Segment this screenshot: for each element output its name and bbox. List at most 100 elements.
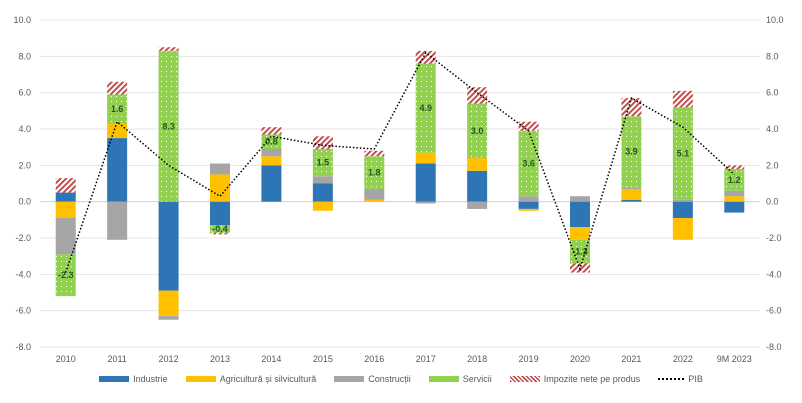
bar-impozite-nete-pe-produs <box>467 87 488 104</box>
legend-item: Agricultură și silvicultură <box>185 374 316 384</box>
bar-impozite-nete-pe-produs <box>724 165 745 169</box>
x-tick-label: 9M 2023 <box>717 354 752 364</box>
legend-swatch <box>185 376 216 382</box>
legend: Industrie Agricultură și silvicultură Cons… <box>0 374 802 384</box>
legend-swatch <box>509 376 540 382</box>
y-axis-right: 10.0 8.0 6.0 4.0 2.0 0.0 -2.0 -4.0 -6.0 -8.0 <box>766 15 784 352</box>
data-label-servicii: 1.8 <box>368 168 381 178</box>
bar-agricultura-si-silvicultura <box>210 174 230 202</box>
x-axis: 2010 2011 2012 2013 2014 2015 2016 2017 2018 2019… <box>56 354 752 364</box>
x-tick-label: 2022 <box>673 354 693 364</box>
y-tick-label-right: -6.0 <box>766 306 782 316</box>
bar-servicii <box>518 130 539 197</box>
y-tick-label-left: 10.0 <box>13 15 31 25</box>
bar-constructii <box>261 148 282 157</box>
bar-agricultura-si-silvicultura <box>621 188 642 200</box>
x-tick-label: 2015 <box>313 354 333 364</box>
legend-label: Servicii <box>462 374 492 384</box>
y-axis-left: 10.0 8.0 6.0 4.0 2.0 0.0 -2.0 -4.0 -6.0 -8.0 <box>13 15 31 352</box>
bar-agricultura-si-silvicultura <box>672 218 693 240</box>
bar-constructii <box>518 196 539 202</box>
bar-constructii <box>672 199 693 202</box>
legend-swatch <box>99 376 130 382</box>
bar-constructii <box>621 187 642 189</box>
y-tick-label-right: -8.0 <box>766 342 782 352</box>
bar-impozite-nete-pe-produs <box>158 47 179 51</box>
bar-agricultura-si-silvicultura <box>312 201 333 211</box>
legend-item: Impozite nete pe produs <box>509 374 640 384</box>
bar-constructii <box>158 316 179 320</box>
bar-impozite-nete-pe-produs <box>415 50 436 64</box>
data-label-servicii: 3.6 <box>522 159 535 169</box>
bar-industrie <box>210 201 230 226</box>
bar-servicii <box>55 254 76 297</box>
bar-constructii <box>415 201 436 204</box>
bar-constructii <box>312 176 333 184</box>
y-tick-label-right: -4.0 <box>766 269 782 279</box>
y-tick-label-right: 0.0 <box>766 197 779 207</box>
data-label-servicii: 5.1 <box>677 149 690 159</box>
y-tick-label-left: 8.0 <box>18 51 31 61</box>
x-tick-label: 2021 <box>621 354 641 364</box>
legend-item: Industrie <box>99 374 168 384</box>
data-label-servicii: -2.3 <box>58 270 74 280</box>
bar-servicii <box>621 116 642 188</box>
y-tick-label-left: 6.0 <box>18 88 31 98</box>
data-label-servicii: 8.3 <box>162 121 175 131</box>
bar-impozite-nete-pe-produs <box>261 127 282 135</box>
bar-constructii <box>210 163 230 175</box>
bar-constructii <box>55 218 76 255</box>
bar-industrie <box>724 201 745 213</box>
legend-swatch <box>334 376 365 382</box>
bar-servicii <box>415 63 436 153</box>
data-label-servicii: -0.4 <box>212 224 228 234</box>
x-tick-label: 2011 <box>107 354 126 364</box>
data-label-servicii: 0.8 <box>265 137 278 147</box>
x-tick-label: 2017 <box>416 354 436 364</box>
y-tick-label-left: 2.0 <box>18 160 31 170</box>
bar-impozite-nete-pe-produs <box>210 232 230 235</box>
x-tick-label: 2012 <box>159 354 179 364</box>
legend-item: Construcții <box>334 374 411 384</box>
x-tick-label: 2019 <box>519 354 539 364</box>
data-label-servicii: 1.5 <box>317 158 330 168</box>
bar-constructii <box>107 201 128 240</box>
bar-impozite-nete-pe-produs <box>312 136 333 149</box>
data-label-servicii: 3.9 <box>625 147 638 157</box>
legend-label: PIB <box>688 374 703 384</box>
bar-industrie <box>312 183 333 202</box>
legend-label: Construcții <box>368 374 411 384</box>
data-label-servicii: 1.2 <box>728 175 741 185</box>
bar-constructii <box>364 188 385 200</box>
bar-industrie <box>467 170 488 202</box>
y-tick-label-right: 2.0 <box>766 160 779 170</box>
bar-servicii <box>158 50 179 202</box>
bar-agricultura-si-silvicultura <box>467 158 488 171</box>
y-tick-label-right: 10.0 <box>766 15 784 25</box>
bar-agricultura-si-silvicultura <box>518 208 539 211</box>
y-tick-label-left: -2.0 <box>15 233 31 243</box>
y-tick-label-left: 0.0 <box>18 197 31 207</box>
bar-servicii <box>724 168 745 191</box>
bar-impozite-nete-pe-produs <box>621 98 642 117</box>
bar-agricultura-si-silvicultura <box>415 152 436 164</box>
bar-servicii <box>467 103 488 159</box>
y-tick-label-left: 4.0 <box>18 124 31 134</box>
bar-agricultura-si-silvicultura <box>55 201 76 219</box>
bar-agricultura-si-silvicultura <box>107 123 128 139</box>
bar-impozite-nete-pe-produs <box>364 150 385 157</box>
y-tick-label-left: -6.0 <box>15 306 31 316</box>
bar-industrie <box>158 201 179 291</box>
legend-item: Servicii <box>428 374 492 384</box>
bar-impozite-nete-pe-produs <box>107 81 128 95</box>
x-tick-label: 2018 <box>467 354 487 364</box>
bar-servicii <box>672 107 693 200</box>
servicii-labels: -2.3 1.6 8.3 -0.4 0.8 1.5 1.8 4.9 3.0 3.6 -1.3 3.9 5… <box>58 103 741 280</box>
bar-industrie <box>415 163 436 202</box>
legend-item: PIB <box>658 374 703 384</box>
bar-servicii <box>261 134 282 149</box>
bar-impozite-nete-pe-produs <box>55 178 76 193</box>
bar-agricultura-si-silvicultura <box>570 227 590 240</box>
legend-swatch <box>658 378 685 380</box>
